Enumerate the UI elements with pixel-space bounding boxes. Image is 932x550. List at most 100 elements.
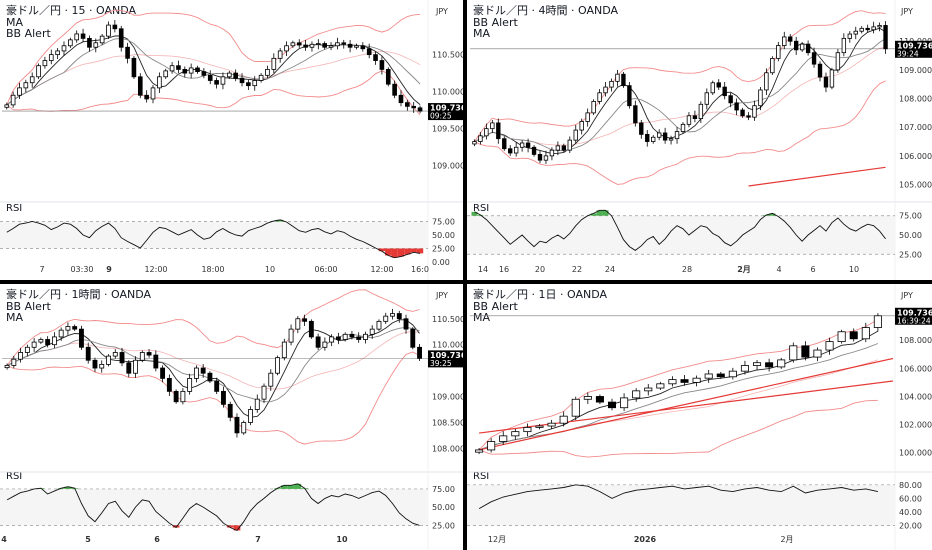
chart-canvas[interactable]: 110.500 110.000 109.000 108.500 108.000 109.7…: [0, 284, 463, 550]
candle: [341, 42, 347, 45]
countdown-timer: 39:24: [897, 49, 919, 58]
chart-panel-1d[interactable]: 豪ドル／円 · 1日 · OANDA BB Alert MA JPY RSI 1…: [467, 284, 932, 550]
candle: [873, 315, 882, 328]
candle: [490, 122, 495, 130]
indicator-label[interactable]: MA: [473, 27, 491, 40]
chart-panel-4h[interactable]: 豪ドル／円 · 4時間 · OANDA BB Alert MA JPY RSI …: [467, 0, 932, 280]
candle: [403, 318, 409, 330]
candle: [369, 328, 375, 335]
candle: [347, 43, 353, 48]
candle: [146, 352, 152, 356]
candle: [811, 52, 817, 65]
candle: [478, 135, 483, 142]
candle: [92, 359, 98, 369]
candle: [793, 40, 799, 51]
grid-divider-vertical[interactable]: [463, 0, 467, 550]
candle: [585, 112, 590, 122]
candle: [284, 45, 289, 52]
time-tick-label: 7: [39, 265, 44, 274]
candle: [571, 398, 580, 417]
time-tick-label: 10: [849, 265, 859, 274]
indicator-label[interactable]: BB Alert: [473, 15, 518, 29]
price-tick-label: 105.000: [899, 181, 932, 190]
candle: [85, 346, 91, 361]
bollinger-upper: [474, 10, 886, 142]
last-price-badge: [895, 307, 932, 325]
candle: [837, 331, 846, 343]
candle: [398, 94, 404, 104]
rsi-tick-label: 50.00: [432, 231, 455, 240]
candle: [169, 65, 175, 72]
symbol-title[interactable]: 豪ドル／円 · 1日 · OANDA: [473, 288, 607, 301]
indicator-label[interactable]: BB Alert: [473, 299, 518, 313]
candle: [502, 138, 507, 150]
last-price-badge: [895, 40, 932, 58]
candle: [615, 73, 620, 82]
candle: [680, 123, 686, 132]
time-tick-label: 4: [1, 535, 7, 544]
indicator-label[interactable]: BB Alert: [6, 299, 51, 313]
symbol-title[interactable]: 豪ドル／円 · 15 · OANDA: [6, 4, 136, 17]
chart-panel-1h[interactable]: 豪ドル／円 · 1時間 · OANDA BB Alert MA JPY RSI …: [0, 284, 463, 550]
candle: [823, 76, 829, 88]
candle: [214, 80, 219, 85]
candle: [753, 362, 762, 366]
symbol-title[interactable]: 豪ドル／円 · 1時間 · OANDA: [6, 288, 151, 301]
chart-panel-15m[interactable]: 豪ドル／円 · 15 · OANDA MA BB Alert JPY RSI 1…: [0, 0, 463, 280]
price-tick-label: 108.000: [899, 336, 932, 345]
candle: [295, 318, 301, 330]
chart-canvas[interactable]: 110.000109.000108.000107.000106.000105.0…: [467, 0, 932, 280]
candle: [383, 315, 389, 322]
chart-canvas[interactable]: 110.500 110.000 109.500 109.000 109.73609:25…: [0, 0, 463, 280]
rsi-label[interactable]: RSI: [6, 471, 23, 482]
candle: [537, 154, 543, 161]
time-tick-label: 2月: [737, 265, 751, 274]
rsi-tick-label: 40.00: [899, 508, 922, 517]
candle: [662, 132, 668, 141]
currency-label: JPY: [901, 7, 913, 16]
rsi-label[interactable]: RSI: [6, 203, 23, 214]
candle: [342, 333, 348, 340]
candle: [776, 45, 781, 59]
rsi-label[interactable]: RSI: [473, 471, 490, 482]
candle: [261, 385, 267, 400]
grid-divider-horizontal[interactable]: [0, 280, 932, 284]
candle: [137, 76, 143, 96]
candle: [789, 345, 798, 361]
candle: [782, 36, 787, 46]
price-tick-label: 109.000: [432, 161, 463, 170]
candle: [379, 60, 385, 70]
candle: [376, 320, 382, 330]
panel-header: 豪ドル／円 · 1時間 · OANDA BB Alert MA: [6, 289, 151, 324]
candle: [80, 33, 86, 39]
chart-canvas[interactable]: 108.000 106.000 104.000 102.000 100.000 109.7…: [467, 284, 932, 550]
price-tick-label: 110.000: [432, 88, 463, 97]
rsi-label[interactable]: RSI: [473, 203, 490, 214]
moving-average-fast: [474, 27, 886, 155]
candle: [698, 103, 704, 120]
candle: [24, 346, 30, 353]
moving-average-slow: [474, 38, 886, 152]
candle: [93, 42, 99, 48]
last-price-value: 109.736: [430, 351, 463, 360]
candle: [252, 80, 258, 87]
time-tick-label: 16: [499, 265, 509, 274]
candle: [740, 365, 749, 372]
candle: [118, 28, 124, 48]
candle: [139, 352, 145, 361]
candle: [865, 27, 870, 31]
symbol-title[interactable]: 豪ドル／円 · 4時間 · OANDA: [473, 4, 618, 17]
indicator-label[interactable]: MA: [6, 311, 24, 324]
candle: [335, 42, 340, 47]
candle: [668, 379, 677, 385]
candle: [288, 328, 294, 343]
candle: [633, 105, 638, 124]
indicator-label[interactable]: MA: [6, 15, 24, 29]
rsi-tick-label: 75.00: [899, 212, 922, 221]
candle: [29, 76, 35, 84]
candle: [11, 358, 17, 366]
candle: [390, 313, 395, 317]
indicator-label[interactable]: MA: [473, 311, 491, 324]
indicator-label[interactable]: BB Alert: [6, 27, 51, 40]
candle: [125, 46, 130, 59]
